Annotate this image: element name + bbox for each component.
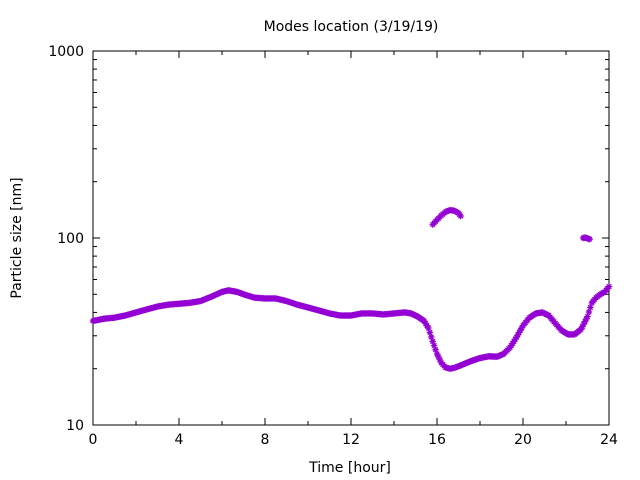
x-axis-label: Time [hour]: [308, 460, 391, 476]
data-points: [89, 206, 613, 372]
y-tick-label: 10: [66, 418, 84, 434]
y-tick-label: 100: [57, 231, 84, 247]
x-tick-label: 0: [89, 432, 98, 448]
data-point: [586, 236, 593, 243]
x-tick-label: 8: [261, 432, 270, 448]
x-tick-label: 16: [428, 432, 446, 448]
axis-ticks: 0 4 8 12 16 20 24 10 100 1000: [48, 44, 618, 448]
y-tick-label: 1000: [48, 44, 84, 60]
x-tick-label: 12: [342, 432, 360, 448]
x-tick-label: 20: [514, 432, 532, 448]
plot-frame: [92, 50, 610, 426]
x-tick-label: 4: [175, 432, 184, 448]
chart-title: Modes location (3/19/19): [264, 19, 439, 35]
data-point: [457, 212, 464, 220]
data-point: [585, 308, 593, 316]
x-tick-label: 24: [600, 432, 618, 448]
data-point: [605, 283, 613, 290]
y-axis-label: Particle size [nm]: [9, 177, 25, 298]
